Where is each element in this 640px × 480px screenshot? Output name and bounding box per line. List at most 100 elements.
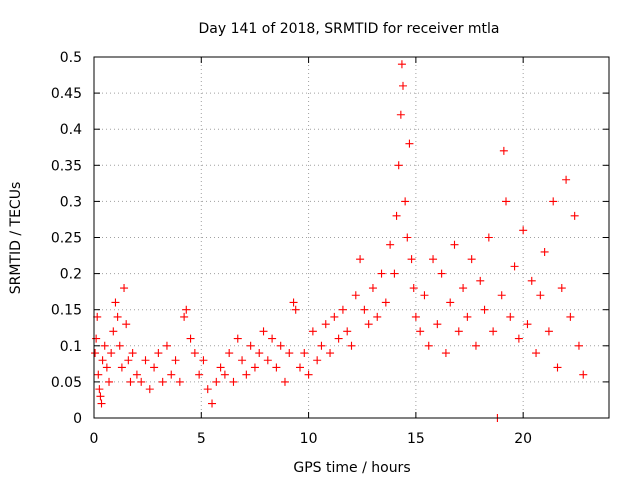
data-point [424, 341, 433, 350]
data-point [476, 276, 485, 285]
y-tick-label: 0.05 [51, 375, 82, 391]
data-point [392, 211, 401, 220]
data-point [225, 349, 234, 358]
data-point [158, 377, 167, 386]
data-point [111, 298, 120, 307]
data-point [411, 312, 420, 321]
data-point [536, 291, 545, 300]
data-point [92, 334, 101, 343]
data-point [527, 276, 536, 285]
data-point [280, 377, 289, 386]
data-point [523, 320, 532, 329]
data-point [405, 139, 414, 148]
data-point [557, 284, 566, 293]
data-point [296, 363, 304, 372]
data-point [377, 269, 386, 278]
data-point [93, 312, 102, 321]
data-point [263, 356, 272, 365]
data-point [313, 356, 322, 365]
grid-layer [94, 57, 609, 418]
data-point [128, 349, 137, 358]
data-point [441, 349, 450, 358]
data-point [96, 392, 105, 401]
data-point [326, 349, 335, 358]
data-point [553, 363, 562, 372]
data-point [519, 226, 528, 235]
data-point [238, 356, 247, 365]
data-point [126, 377, 135, 386]
data-point [347, 341, 356, 350]
data-point [250, 363, 259, 372]
data-point [386, 240, 395, 249]
x-axis-title: GPS time / hours [293, 460, 410, 476]
data-point [216, 363, 225, 372]
data-point [579, 370, 588, 379]
data-point [180, 312, 189, 321]
data-points [91, 60, 588, 422]
data-point [208, 399, 217, 408]
data-point [420, 291, 429, 300]
y-tick-label: 0.1 [60, 339, 82, 355]
data-point [97, 399, 106, 408]
data-point [259, 327, 268, 336]
data-point [137, 377, 146, 386]
data-point [94, 370, 103, 379]
data-point [407, 255, 416, 264]
x-tick-label: 15 [407, 431, 425, 447]
data-point [403, 233, 412, 242]
data-point [463, 312, 472, 321]
data-point [190, 349, 199, 358]
data-point [454, 327, 463, 336]
data-point [514, 334, 523, 343]
data-point [338, 305, 347, 314]
data-point [186, 334, 195, 343]
data-point [141, 356, 150, 365]
data-point [549, 197, 558, 206]
data-point [132, 370, 141, 379]
x-tick-label: 20 [514, 431, 532, 447]
data-point [317, 341, 326, 350]
data-point [98, 356, 107, 365]
data-point [276, 341, 285, 350]
data-point [109, 327, 118, 336]
data-point [300, 349, 309, 358]
chart-title: Day 141 of 2018, SRMTID for receiver mtl… [198, 21, 499, 37]
data-point [246, 341, 255, 350]
data-point [467, 255, 476, 264]
data-point [484, 233, 493, 242]
data-point [285, 349, 294, 358]
y-tick-label: 0.35 [51, 158, 82, 174]
data-point [330, 312, 339, 321]
data-point [272, 363, 281, 372]
data-point [343, 327, 352, 336]
data-point [429, 255, 438, 264]
data-point [124, 356, 133, 365]
data-point [113, 312, 122, 321]
data-point [562, 175, 571, 184]
data-point [268, 334, 277, 343]
data-point [100, 341, 109, 350]
data-point [233, 334, 242, 343]
y-tick-label: 0.3 [60, 194, 82, 210]
data-point [291, 305, 300, 314]
y-tick-label: 0.5 [60, 50, 82, 66]
data-point [203, 385, 212, 394]
x-tick-label: 10 [300, 431, 318, 447]
data-point [351, 291, 360, 300]
y-tick-label: 0.25 [51, 231, 82, 247]
data-point [167, 370, 176, 379]
data-point [229, 377, 238, 386]
data-point [360, 305, 369, 314]
y-axis-title: SRMTID / TECUs [8, 182, 24, 295]
data-point [199, 356, 208, 365]
data-point [321, 320, 330, 329]
data-point [220, 370, 229, 379]
data-point [356, 255, 365, 264]
data-point [446, 298, 455, 307]
data-point [308, 327, 317, 336]
plot-frame [93, 56, 610, 419]
data-point [334, 334, 343, 343]
data-point [570, 211, 579, 220]
data-point [182, 305, 191, 314]
